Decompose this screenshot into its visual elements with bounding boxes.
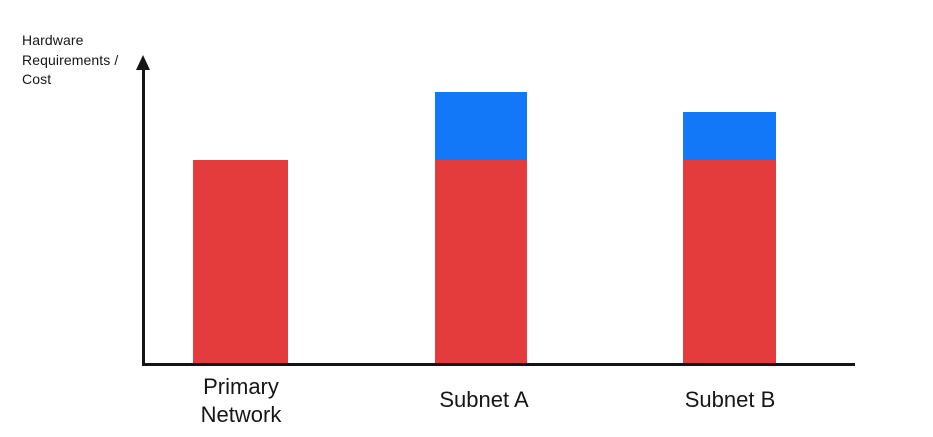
category-label-subnet-b: Subnet B: [684, 387, 776, 412]
bar-segment-blue-overhead-2: [683, 112, 776, 160]
y-axis-line: [142, 62, 145, 366]
bar-segment-blue-overhead-1: [435, 92, 527, 160]
y-axis-label-line: Cost: [22, 71, 52, 87]
y-axis-label-line: Hardware: [22, 32, 84, 48]
bar-segment-red-base-1: [435, 160, 527, 364]
bar-segment-red-base-0: [193, 160, 288, 364]
category-label-subnet-a: Subnet A: [439, 387, 529, 412]
category-label-primary-network: Primary Network: [200, 374, 282, 427]
x-axis-line: [143, 363, 855, 366]
y-axis-label-line: Requirements /: [22, 51, 119, 68]
y-axis-label: Hardware Requirements / Cost: [22, 31, 118, 90]
bar-segment-red-base-2: [683, 160, 776, 364]
